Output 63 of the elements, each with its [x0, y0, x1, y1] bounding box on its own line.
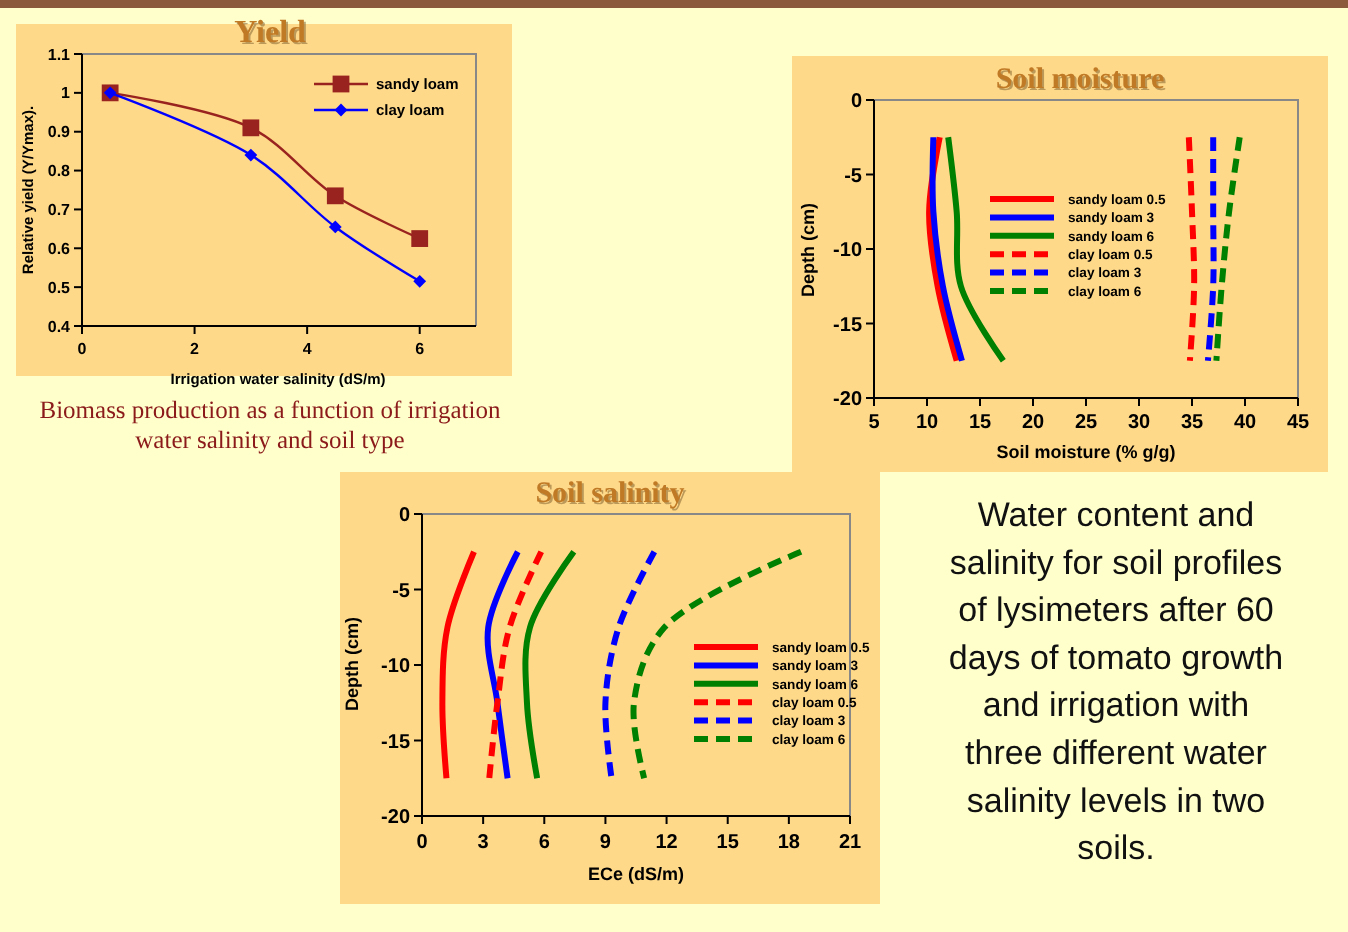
line-series — [522, 548, 577, 782]
x-tick-label: 4 — [302, 340, 313, 358]
x-tick-label: 6 — [538, 832, 551, 854]
text: Water content and salinity for soil profiles of lysimeters after 60 days of tomato growth and irrigation with three different water salinity levels in two soils. — [948, 496, 1284, 868]
y-tick-label: 1.1 — [47, 45, 72, 64]
x-tick-label: 5 — [868, 412, 881, 434]
line-series — [945, 134, 1007, 364]
y-tick-label: 0.4 — [47, 317, 72, 336]
y-tick-label: 0.9 — [47, 123, 72, 142]
y-tick-label: 0.8 — [47, 162, 72, 181]
line-series — [484, 548, 521, 782]
y-tick-label: -10 — [833, 240, 863, 262]
chart-title: Soil salinity — [537, 480, 688, 512]
x-tick-label: 45 — [1286, 412, 1310, 434]
y-axis-title: Depth (cm) — [798, 203, 819, 297]
line-series — [439, 548, 477, 782]
x-tick-label: 9 — [599, 832, 612, 854]
y-tick-label: 1 — [61, 84, 72, 103]
x-axis-title: ECe (dS/m) — [587, 864, 685, 884]
y-axis-title: Depth (cm) — [342, 617, 363, 711]
y-tick-label: -5 — [844, 165, 863, 188]
x-tick-label: 25 — [1074, 412, 1098, 434]
x-tick-label: 20 — [1021, 412, 1045, 434]
point — [411, 230, 429, 247]
point — [242, 119, 260, 137]
x-tick-label: 40 — [1233, 412, 1257, 434]
x-tick-label: 0 — [77, 340, 88, 358]
x-tick-label: 15 — [968, 412, 992, 434]
y-tick-label: 0.6 — [47, 239, 72, 258]
y-tick-label: -20 — [833, 389, 863, 411]
line-series — [486, 548, 545, 782]
x-tick-label: 0 — [416, 832, 429, 854]
y-tick-label: -10 — [381, 656, 411, 678]
y-tick-label: 0.5 — [47, 278, 72, 297]
line-series — [1204, 134, 1217, 364]
line-series — [1213, 134, 1243, 364]
y-tick-label: 0.7 — [47, 201, 72, 220]
x-tick-label: 10 — [915, 412, 939, 434]
y-tick-label: 0 — [850, 91, 863, 113]
y-tick-label: -20 — [381, 807, 411, 829]
y-tick-label: -5 — [392, 580, 411, 603]
x-tick-label: 3 — [477, 832, 490, 854]
line-series — [1185, 134, 1198, 364]
x-tick-label: 2 — [190, 340, 201, 358]
point — [328, 220, 342, 234]
x-tick-label: 12 — [655, 832, 679, 854]
y-tick-label: -15 — [833, 314, 863, 337]
x-tick-label: 35 — [1180, 412, 1204, 434]
x-tick-label: 6 — [415, 340, 426, 358]
x-tick-label: 21 — [838, 832, 862, 854]
chart-title: Soil moisture — [997, 66, 1167, 98]
point — [413, 274, 427, 288]
point — [326, 187, 344, 205]
text: Biomass production as a function of irrigation water salinity and soil type — [39, 396, 503, 454]
x-tick-label: 15 — [716, 832, 740, 854]
y-tick-label: -15 — [381, 731, 411, 754]
chart-title: Yield — [236, 18, 309, 52]
line-series — [602, 548, 658, 782]
x-tick-label: 18 — [777, 832, 801, 854]
point — [244, 148, 258, 162]
x-axis-title: Soil moisture (% g/g) — [996, 442, 1176, 462]
x-tick-label: 30 — [1127, 412, 1151, 434]
y-tick-label: 0 — [398, 505, 411, 527]
